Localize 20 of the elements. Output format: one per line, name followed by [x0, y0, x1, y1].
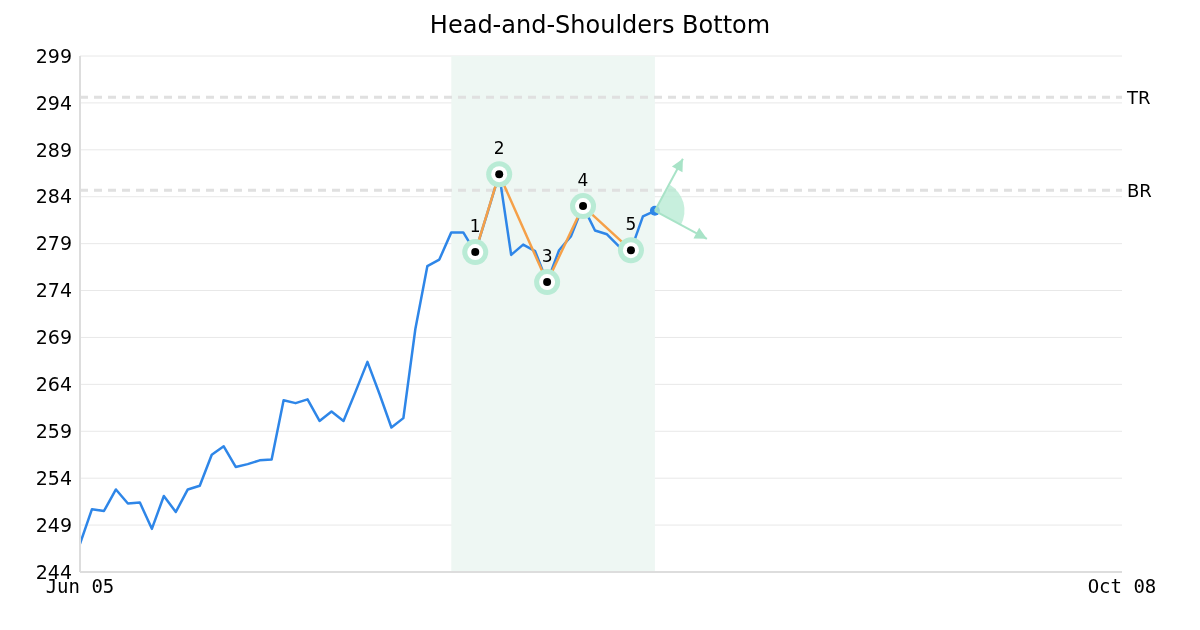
x-tick-label: Oct 08	[1087, 575, 1157, 598]
annotation: 2	[493, 138, 505, 159]
annotation: 3	[541, 246, 553, 267]
y-tick-label: 269	[35, 326, 72, 349]
y-tick-label: 284	[35, 185, 72, 208]
y-tick-label: 254	[35, 466, 72, 489]
y-tick-label: 274	[35, 279, 72, 302]
ref-line-label: TR	[1126, 86, 1151, 108]
y-tick-label: 289	[35, 138, 72, 161]
annotation: 4	[577, 170, 589, 191]
y-tick-label: 259	[35, 420, 72, 443]
y-tick-label: 279	[35, 232, 72, 255]
ref-line-label: BR	[1127, 179, 1152, 201]
y-tick-label: 294	[35, 91, 72, 114]
annotation: 1	[469, 216, 481, 237]
chart-title: Head-and-Shoulders Bottom	[428, 10, 772, 41]
y-tick-label: 299	[35, 44, 72, 67]
y-tick-label: 249	[35, 513, 72, 536]
y-tick-label: 264	[35, 373, 72, 396]
annotation: 5	[625, 214, 637, 235]
